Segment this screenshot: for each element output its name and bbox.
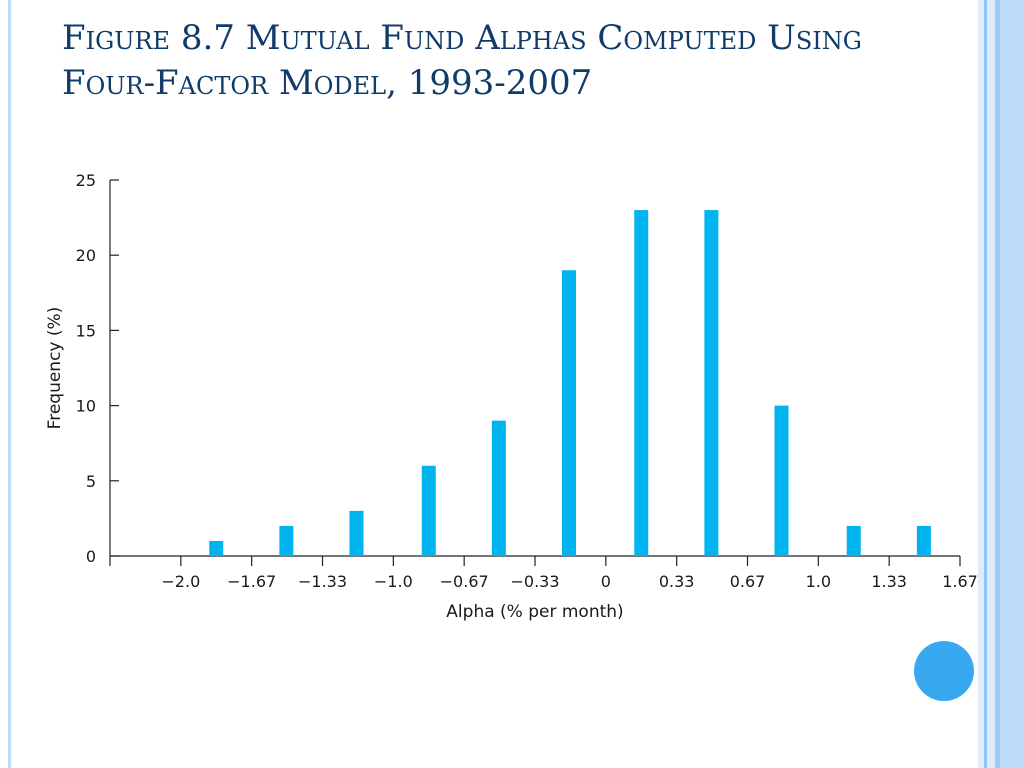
x-tick-label: 1.33: [871, 572, 907, 591]
slide-title: Figure 8.7 Mutual Fund Alphas Computed U…: [62, 18, 862, 103]
bar: [916, 525, 931, 556]
x-tick-label: −1.0: [374, 572, 413, 591]
bar: [846, 525, 861, 556]
slide-border-left: [8, 0, 11, 768]
y-tick-label: 25: [76, 171, 96, 190]
y-axis-label: Frequency (%): [45, 307, 65, 430]
bar: [562, 270, 576, 556]
x-tick-label: −1.67: [227, 572, 276, 591]
slide-border-right: [978, 0, 1024, 768]
x-tick-label: −2.0: [161, 572, 200, 591]
x-tick-label: 0.33: [659, 572, 695, 591]
bar: [279, 525, 294, 556]
x-tick-label: −0.33: [510, 572, 559, 591]
decorative-circle: [914, 641, 974, 701]
y-tick-label: 15: [76, 321, 96, 340]
bar: [421, 465, 436, 556]
x-axis-label: Alpha (% per month): [446, 602, 623, 622]
bar: [704, 210, 719, 556]
x-tick-label: 0: [601, 572, 611, 591]
y-tick-label: 10: [76, 397, 96, 416]
bar: [349, 510, 364, 556]
bar: [774, 405, 789, 556]
x-tick-label: −0.67: [440, 572, 489, 591]
x-tick-label: 1.67: [942, 572, 978, 591]
y-axis-ticks: 0 5 10 15 20 25: [76, 171, 119, 566]
x-axis-ticks: −2.0 −1.67 −1.33 −1.0 −0.67 −0.33 0 0.33 0.67 1.0…: [109, 556, 978, 591]
bar: [491, 420, 506, 556]
y-tick-label: 0: [86, 547, 96, 566]
chart-axes: [109, 180, 960, 557]
y-tick-label: 20: [76, 246, 96, 265]
x-tick-label: 0.67: [730, 572, 766, 591]
x-tick-label: −1.33: [298, 572, 347, 591]
x-tick-label: 1.0: [806, 572, 831, 591]
y-tick-label: 5: [86, 472, 96, 491]
bar: [634, 210, 649, 556]
bars-group: [209, 210, 931, 556]
bar: [209, 540, 224, 556]
